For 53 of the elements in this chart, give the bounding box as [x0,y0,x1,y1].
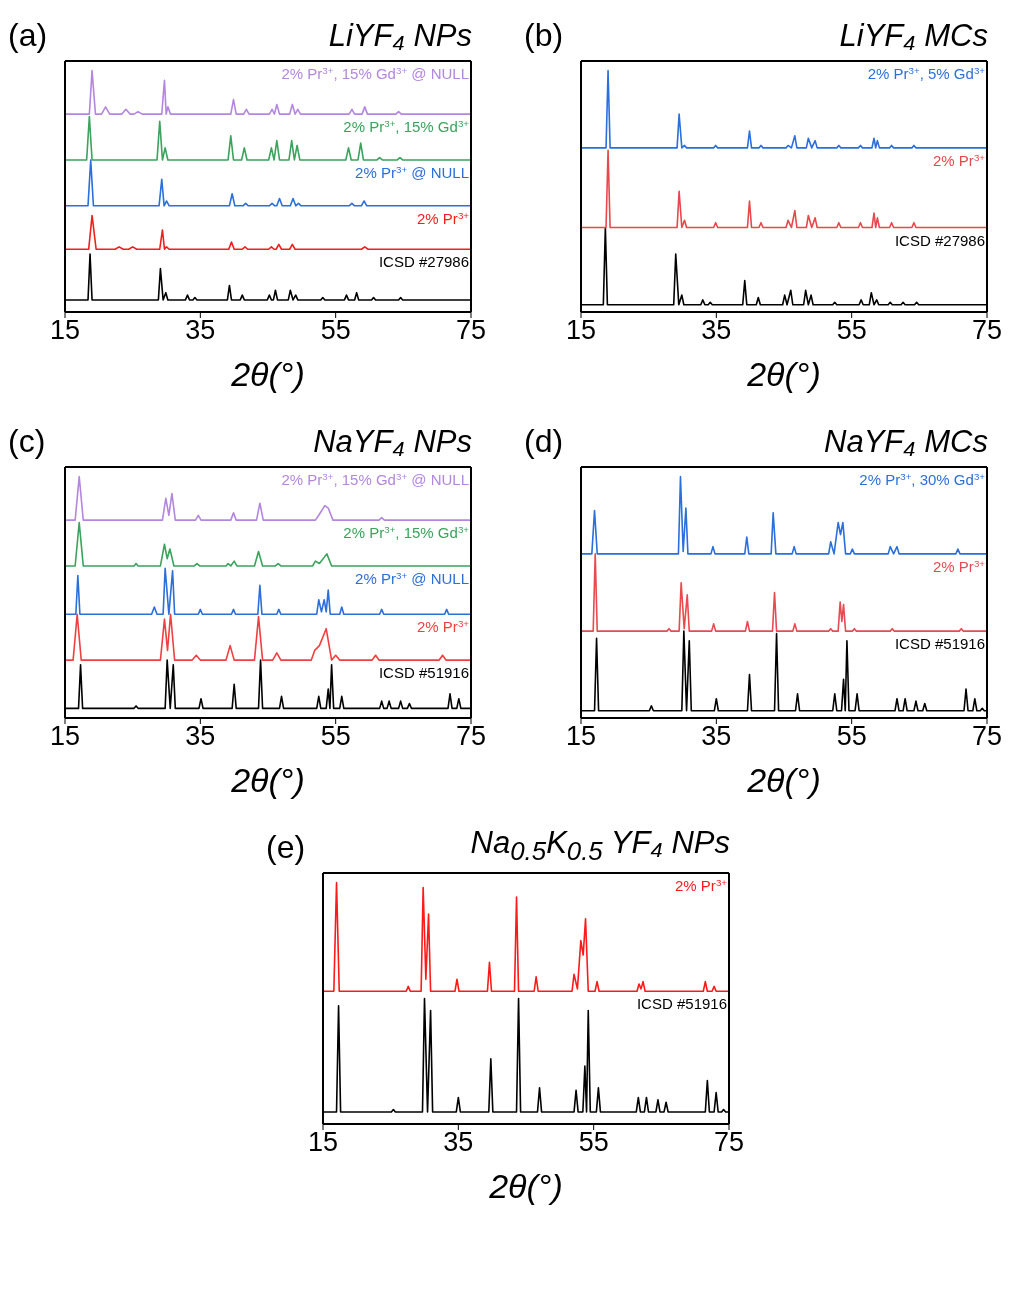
chart-title: LiYF₄ NPs [328,18,472,54]
chart-title: LiYF₄ MCs [839,18,988,54]
x-tick-label: 75 [971,315,1003,346]
text: 2% Pr$^{3+}$ [933,151,986,169]
x-tick-label: 55 [578,1127,609,1158]
x-tick-label: 15 [565,721,597,752]
x-tick-label: 55 [836,315,867,346]
x-tick-label: 75 [971,721,1003,752]
x-tick-label: 35 [185,315,216,346]
x-tick-label: 55 [320,315,351,346]
series-label: ICSD #51916 [378,664,469,682]
chart-title: NaYF₄ NPs [313,424,472,460]
text: 2% Pr$^{3+}$ [933,557,986,575]
series-label: 2% Pr$^{3+}$, 15% Gd$^{3+}$ [343,523,470,542]
x-tick-label: 15 [49,721,81,752]
series-label: ICSD #27986 [378,253,469,271]
x-tick-label: 35 [185,721,216,752]
text: 2% Pr$^{3+}$, 5% Gd$^{3+}$ [867,64,986,82]
x-tick-label: 55 [320,721,351,752]
series-label: 2% Pr$^{3+}$ [417,209,470,227]
series-label: 2% Pr$^{3+}$ @ NULL [355,163,469,181]
x-tick-label: 35 [701,721,732,752]
x-tick-label: 75 [713,1127,745,1158]
text: (d) [524,423,564,460]
x-tick-label: 35 [701,315,732,346]
series-label: 2% Pr$^{3+}$ @ NULL [355,569,469,587]
x-axis-title: 2θ(°) [746,761,821,799]
x-axis-title: 2θ(°) [230,355,305,393]
x-tick-label: 15 [49,315,81,346]
text: (c) [8,423,46,460]
x-tick-label: 35 [443,1127,474,1158]
series-label: 2% Pr$^{3+}$, 15% Gd$^{3+}$ @ NULL [281,470,469,488]
x-axis-title: 2θ(°) [746,355,821,393]
x-tick-label: 55 [836,721,867,752]
x-tick-label: 15 [565,315,597,346]
x-tick-label: 75 [455,721,487,752]
text: ICSD #51916 [636,995,727,1013]
chart-title: Na$_{0.5}$K$_{0.5}$ YF₄ NPs [470,824,730,866]
x-axis-title: 2θ(°) [230,761,305,799]
text: ICSD #27986 [894,231,985,249]
text: (a) [8,17,48,54]
x-tick-label: 15 [307,1127,339,1158]
x-axis-title: 2θ(°) [488,1167,563,1205]
text: 2% Pr$^{3+}$ [675,876,728,894]
x-tick-label: 75 [455,315,487,346]
series-label: 2% Pr$^{3+}$, 15% Gd$^{3+}$ @ NULL [281,64,469,82]
chart-title: NaYF₄ MCs [824,424,988,460]
text: (b) [524,17,564,54]
text: (e) [266,829,306,866]
text: 2% Pr$^{3+}$, 30% Gd$^{3+}$ [859,470,986,488]
series-label: 2% Pr$^{3+}$, 15% Gd$^{3+}$ [343,117,470,136]
series-label: 2% Pr$^{3+}$ [417,617,470,636]
text: ICSD #51916 [894,635,985,653]
